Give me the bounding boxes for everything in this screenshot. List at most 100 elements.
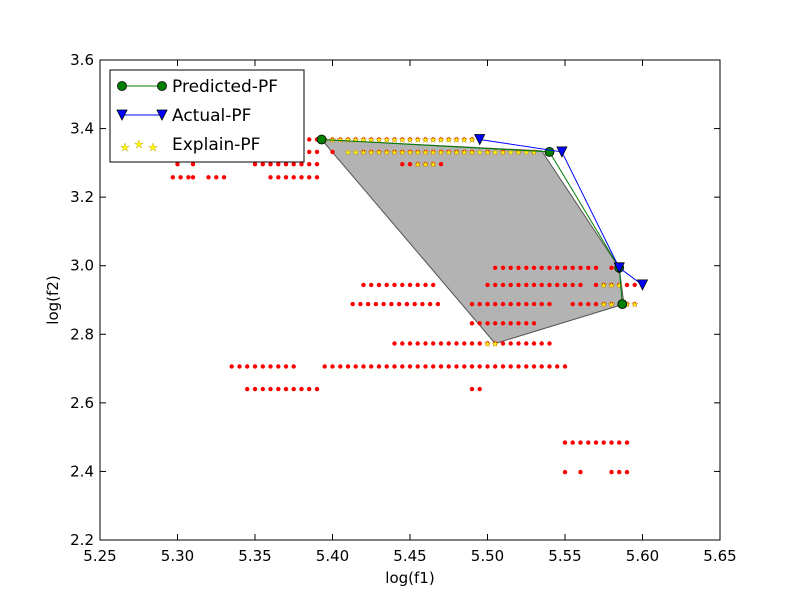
explain-point: ★: [453, 136, 460, 145]
red-point: [508, 301, 513, 307]
legend-label-actual: Actual-PF: [172, 106, 251, 126]
red-point: [469, 364, 475, 369]
red-point: [260, 364, 265, 369]
red-point: [384, 364, 389, 369]
red-point: [485, 364, 490, 369]
red-point: [392, 149, 397, 155]
red-point: [586, 301, 591, 307]
red-point: [423, 149, 428, 155]
explain-point: ★: [437, 148, 444, 157]
red-point: [578, 469, 583, 475]
red-point: [307, 386, 312, 392]
x-tick-label: 5.60: [626, 547, 659, 565]
red-point: [609, 301, 614, 307]
red-point: [500, 265, 506, 270]
series-point-predicted-pf: [316, 134, 327, 145]
red-point: [516, 149, 521, 155]
legend-marker-actual-2: [156, 109, 168, 121]
red-point: [524, 341, 529, 346]
red-point: [400, 162, 405, 167]
red-point: [477, 341, 482, 346]
red-point: [400, 137, 405, 142]
red-point: [283, 386, 289, 392]
explain-point: ★: [344, 148, 351, 157]
red-point: [524, 282, 529, 288]
explain-point: ★: [468, 136, 475, 145]
red-point: [373, 301, 379, 307]
red-point: [539, 364, 544, 369]
red-point: [617, 469, 622, 475]
red-point: [229, 364, 234, 369]
red-point: [493, 321, 498, 326]
red-point: [593, 265, 599, 270]
red-point: [477, 301, 482, 307]
red-point: [508, 364, 513, 369]
red-point: [245, 364, 250, 369]
explain-point: ★: [399, 136, 406, 145]
red-point: [624, 282, 630, 288]
y-tick-label: 2.4: [70, 462, 94, 480]
red-point: [307, 149, 312, 155]
red-point: [415, 364, 420, 369]
x-axis-label: log(f1): [385, 569, 434, 587]
explain-point: ★: [414, 148, 421, 157]
red-point: [190, 162, 196, 167]
red-point: [570, 440, 575, 445]
red-point: [462, 364, 467, 369]
y-tick-label: 2.8: [70, 325, 94, 343]
red-point: [237, 364, 242, 369]
y-tick-label: 3.4: [70, 120, 94, 138]
red-point: [369, 149, 374, 155]
legend-marker-explain-3: ★: [148, 141, 158, 154]
red-point: [500, 364, 506, 369]
series-point-predicted-pf: [544, 146, 555, 157]
explain-point: ★: [600, 300, 607, 309]
red-point: [392, 341, 397, 346]
legend-marker-predicted-2: [157, 81, 167, 91]
red-point: [454, 149, 459, 155]
explain-point: ★: [453, 148, 460, 157]
red-point: [531, 321, 537, 326]
red-point: [431, 162, 436, 167]
explain-point: ★: [422, 160, 429, 169]
y-tick-label: 3.0: [70, 257, 94, 275]
red-point: [423, 162, 428, 167]
red-point: [500, 321, 506, 326]
explain-point: ★: [430, 136, 437, 145]
explain-point: ★: [368, 148, 375, 157]
explain-point: ★: [430, 148, 437, 157]
red-point: [369, 137, 374, 142]
red-point: [539, 301, 544, 307]
x-tick-label: 5.35: [238, 547, 271, 565]
red-point: [291, 386, 296, 392]
red-point: [415, 137, 420, 142]
red-point: [547, 364, 552, 369]
red-point: [555, 265, 560, 270]
explain-point: ★: [631, 300, 638, 309]
explain-point: ★: [383, 148, 390, 157]
y-axis-label: log(f2): [44, 275, 62, 324]
explain-point: ★: [507, 148, 514, 157]
red-point: [632, 282, 637, 288]
series-point-actual-pf: [474, 134, 486, 146]
red-point: [609, 440, 614, 445]
red-point: [389, 301, 394, 307]
red-point: [260, 162, 265, 167]
red-point: [493, 265, 498, 270]
explain-point: ★: [344, 136, 351, 145]
red-point: [500, 301, 506, 307]
red-point: [338, 364, 343, 369]
red-point: [477, 386, 482, 392]
explain-point: ★: [523, 148, 530, 157]
red-point: [500, 282, 506, 288]
red-point: [314, 149, 320, 155]
red-point: [268, 162, 273, 167]
red-point: [469, 386, 475, 392]
red-point: [562, 440, 568, 445]
red-point: [407, 282, 413, 288]
explain-point: ★: [375, 148, 382, 157]
red-point: [392, 137, 397, 142]
red-point: [547, 301, 552, 307]
red-point: [438, 364, 444, 369]
red-point: [586, 440, 591, 445]
